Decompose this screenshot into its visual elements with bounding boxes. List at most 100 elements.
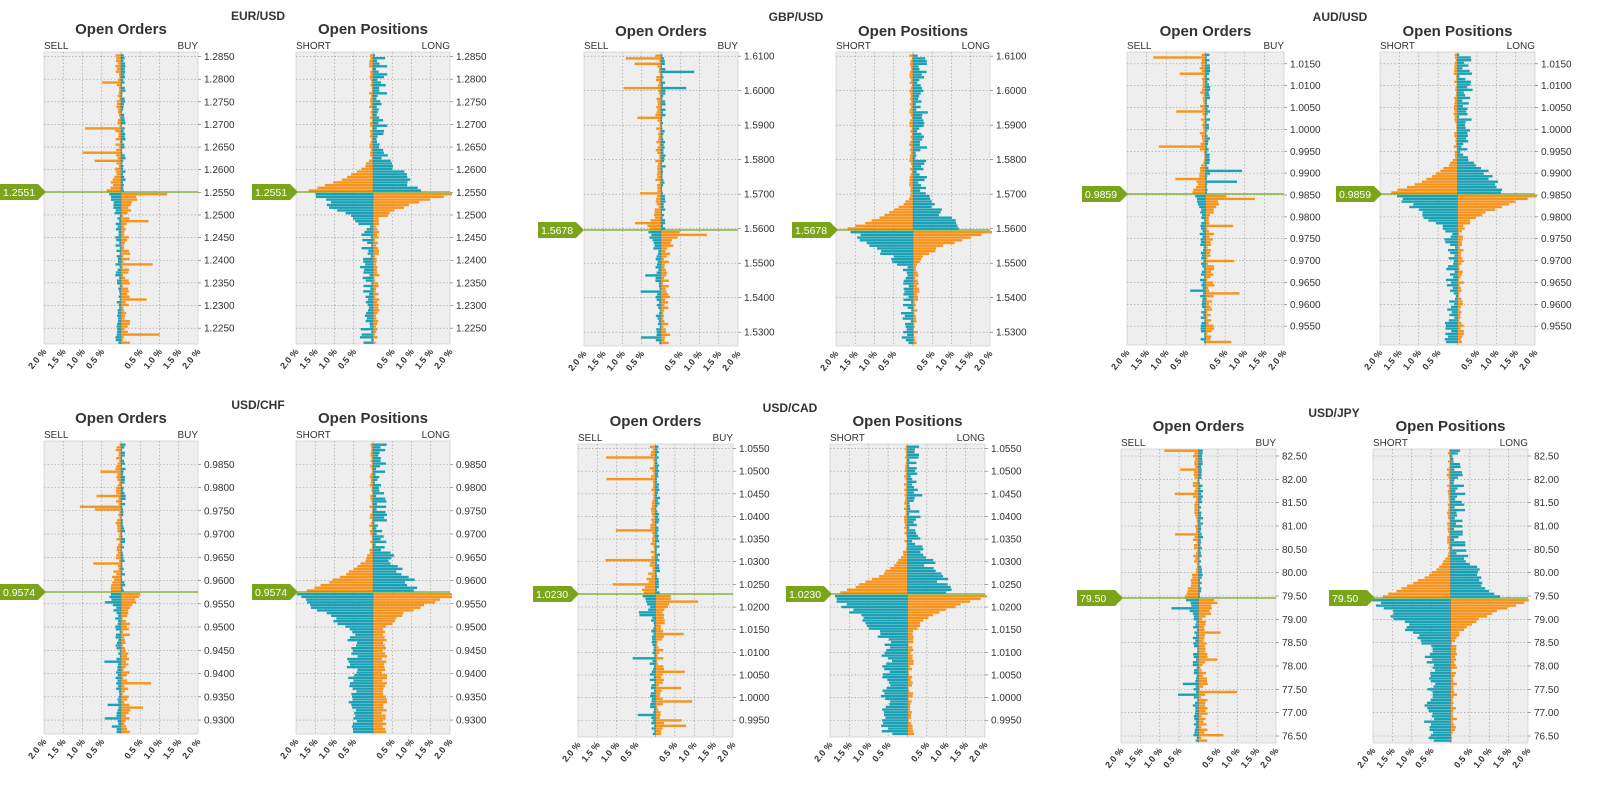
- histogram-bar: [119, 655, 121, 658]
- histogram-bar: [112, 575, 121, 579]
- histogram-bar: [661, 95, 664, 98]
- histogram-bar: [653, 472, 656, 475]
- histogram-bar: [367, 303, 373, 307]
- histogram-bar: [1432, 690, 1451, 694]
- histogram-bar: [1450, 739, 1452, 742]
- x-tick-label: 1.5 %: [161, 737, 183, 761]
- histogram-bar: [118, 230, 121, 234]
- histogram-bar: [1453, 262, 1458, 265]
- histogram-bar: [121, 717, 130, 720]
- histogram-bar: [116, 519, 121, 522]
- histogram-bar: [1450, 636, 1457, 640]
- histogram-bar: [1447, 527, 1451, 531]
- histogram-bar: [1457, 175, 1493, 178]
- histogram-bar: [310, 603, 373, 607]
- histogram-bar: [1457, 281, 1464, 284]
- histogram-bar: [373, 121, 379, 125]
- histogram-bar: [373, 586, 418, 589]
- y-tick-label: 1.2300: [204, 301, 235, 312]
- histogram-bar: [653, 676, 656, 679]
- x-tick-label: 1.5 %: [1491, 746, 1513, 770]
- histogram-bar: [1454, 80, 1458, 83]
- histogram-bar: [373, 551, 391, 554]
- histogram-bar: [1198, 549, 1201, 552]
- histogram-bar: [365, 162, 373, 165]
- histogram-bar: [1205, 254, 1211, 257]
- histogram-bar: [121, 244, 125, 247]
- histogram-bar: [907, 591, 947, 594]
- histogram-bar: [655, 113, 661, 117]
- histogram-bar: [1448, 517, 1451, 520]
- histogram-bar: [347, 175, 373, 179]
- histogram-bar: [1194, 728, 1199, 731]
- histogram-bar: [913, 170, 917, 173]
- histogram-bar: [907, 550, 921, 554]
- histogram-bar: [1457, 265, 1460, 268]
- histogram-bar: [1448, 533, 1451, 536]
- histogram-bar: [1450, 161, 1458, 164]
- histogram-bar: [632, 657, 656, 660]
- histogram-bar: [1457, 59, 1472, 62]
- histogram-bar: [885, 705, 908, 709]
- histogram-bar: [119, 459, 121, 463]
- histogram-bar: [913, 224, 958, 227]
- histogram-bar: [1448, 506, 1451, 509]
- y-tick-label: 80.50: [1534, 545, 1559, 556]
- histogram-bar: [655, 632, 684, 636]
- histogram-bar: [661, 65, 662, 68]
- histogram-bar: [1205, 107, 1208, 110]
- histogram-bar: [1451, 281, 1458, 284]
- histogram-bar: [360, 265, 373, 269]
- histogram-bar: [333, 181, 373, 184]
- histogram-bar: [115, 338, 121, 342]
- histogram-bar: [1193, 617, 1199, 621]
- histogram-bar: [655, 700, 693, 703]
- histogram-bar: [1457, 203, 1510, 206]
- histogram-bar: [1431, 571, 1451, 574]
- histogram-bar: [661, 266, 665, 269]
- histogram-bar: [112, 178, 121, 181]
- histogram-bar: [652, 480, 656, 483]
- histogram-bar: [373, 581, 405, 584]
- histogram-bar: [907, 333, 913, 336]
- histogram-bar: [1457, 140, 1469, 143]
- histogram-bar: [1457, 297, 1462, 300]
- histogram-bar: [373, 244, 377, 247]
- histogram-bar: [1409, 205, 1458, 209]
- histogram-bar: [846, 588, 908, 591]
- histogram-bar: [373, 303, 379, 307]
- histogram-bar: [661, 140, 666, 144]
- histogram-bar: [1193, 554, 1199, 558]
- histogram-bar: [1448, 471, 1451, 474]
- y-tick-label: 1.0050: [739, 670, 770, 681]
- histogram-bar: [1448, 508, 1451, 512]
- histogram-bar: [117, 484, 121, 487]
- histogram-bar: [112, 183, 121, 187]
- histogram-bar: [1198, 511, 1202, 514]
- histogram-bar: [1456, 148, 1458, 151]
- histogram-bar: [1198, 487, 1201, 490]
- x-tick-label: 1.0 %: [1219, 746, 1241, 770]
- histogram-bar: [121, 714, 126, 717]
- histogram-bar: [1205, 145, 1208, 148]
- histogram-bar: [1205, 235, 1210, 238]
- histogram-bar: [1454, 110, 1458, 113]
- histogram-bar: [907, 627, 918, 630]
- histogram-bar: [116, 714, 121, 717]
- histogram-bar: [659, 68, 661, 71]
- x-tick-label: 2.0 %: [26, 737, 48, 761]
- histogram-bar: [373, 322, 378, 325]
- histogram-bar: [118, 341, 121, 344]
- histogram-bar: [1447, 503, 1451, 506]
- histogram-bar: [655, 200, 661, 203]
- histogram-bar: [121, 284, 124, 288]
- histogram-bar: [913, 154, 917, 157]
- histogram-bar: [329, 206, 373, 209]
- histogram-bar: [661, 227, 666, 230]
- histogram-bar: [655, 643, 658, 646]
- histogram-bar: [1196, 736, 1199, 740]
- histogram-bar: [104, 601, 121, 604]
- histogram-bar: [1190, 601, 1199, 605]
- histogram-bar: [1430, 674, 1451, 677]
- histogram-bar: [1200, 169, 1206, 173]
